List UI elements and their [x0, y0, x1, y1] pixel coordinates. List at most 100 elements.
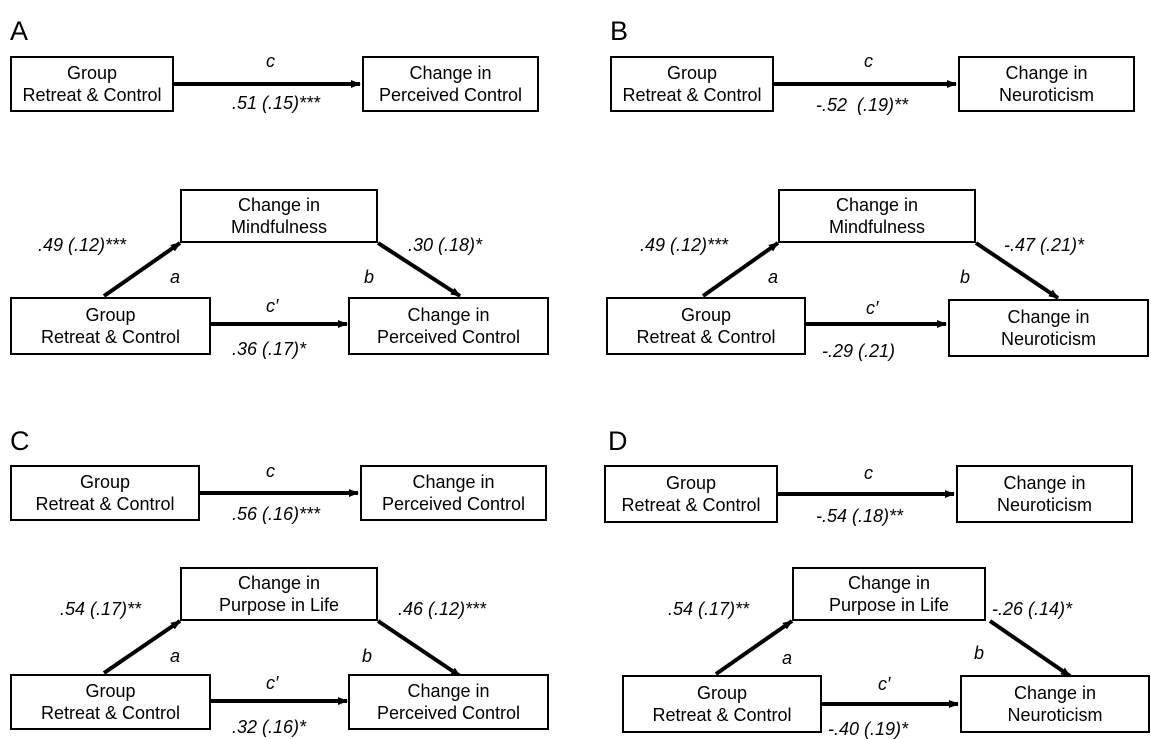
outcome-box: Change in Perceived Control: [348, 674, 549, 730]
box-line: Change in: [407, 681, 490, 701]
box-line: Group: [79, 472, 131, 492]
b-path-name: b: [362, 646, 373, 666]
panel-a: A Group Retreat & Control Change in Perc…: [0, 0, 575, 368]
box-line: Retreat & Control: [40, 703, 181, 723]
outcome-box: Change in Perceived Control: [360, 465, 547, 521]
mediator-box: Change in Mindfulness: [778, 189, 976, 243]
b-path-coef: -.47 (.21)*: [1004, 235, 1085, 255]
box-line: Group: [680, 305, 732, 325]
group-box: Group Retreat & Control: [10, 56, 174, 112]
box-line: Retreat & Control: [22, 85, 162, 105]
a-path-arrow: [102, 619, 182, 675]
group-box: Group Retreat & Control: [610, 56, 774, 112]
panel-label: C: [10, 426, 30, 456]
box-line: Perceived Control: [376, 703, 521, 723]
group-box: Group Retreat & Control: [10, 674, 211, 730]
mediator-box: Change in Purpose in Life: [792, 567, 986, 621]
direct-path-coef: .32 (.16)*: [232, 717, 307, 737]
box-line: Change in: [1003, 473, 1086, 493]
box-line: Group: [66, 63, 118, 83]
a-path-coef: .54 (.17)**: [60, 599, 142, 619]
box-line: Group: [666, 63, 718, 83]
box-line: Neuroticism: [1007, 705, 1103, 725]
a-path-name: a: [170, 267, 181, 287]
a-path-name: a: [170, 646, 181, 666]
box-line: Change in: [1007, 307, 1090, 327]
total-path-name: c: [864, 463, 873, 483]
panel-c-arrows: [102, 489, 462, 705]
direct-path-name: c′: [266, 673, 279, 693]
box-line: Mindfulness: [230, 217, 328, 237]
mediator-box: Change in Mindfulness: [180, 189, 378, 243]
box-line: Perceived Control: [376, 327, 521, 347]
panel-label: A: [10, 16, 29, 46]
box-line: Perceived Control: [378, 85, 523, 105]
direct-path-name: c′: [878, 674, 891, 694]
box-line: Retreat & Control: [40, 327, 181, 347]
direct-path-name: c′: [866, 298, 879, 318]
group-box: Group Retreat & Control: [606, 297, 806, 355]
b-path-arrow: [974, 241, 1060, 300]
b-path-coef: .30 (.18)*: [408, 235, 483, 255]
box-line: Neuroticism: [998, 85, 1095, 105]
total-path-coef: -.54 (.18)**: [816, 506, 904, 526]
direct-path-coef: -.29 (.21): [822, 341, 896, 361]
box-line: Change in: [412, 472, 495, 492]
b-path-arrow: [376, 619, 462, 678]
box-line: Group: [696, 683, 748, 703]
panel-d-arrows: [714, 490, 1072, 708]
box-line: Change in: [1005, 63, 1088, 83]
b-path-name: b: [960, 267, 971, 287]
b-path-name: b: [364, 267, 375, 287]
panel-b-arrows: [701, 80, 1060, 328]
panel-d: D Group Retreat & Control Change in Neur…: [600, 368, 1151, 739]
b-path-coef: .46 (.12)***: [398, 599, 487, 619]
box-line: Change in: [407, 305, 490, 325]
mediator-box: Change in Purpose in Life: [180, 567, 378, 621]
box-line: Change in: [409, 63, 492, 83]
panel-label: B: [610, 16, 629, 46]
box-line: Change in: [1013, 683, 1097, 703]
box-line: Retreat & Control: [621, 495, 761, 515]
total-path-coef: .51 (.15)***: [232, 93, 321, 113]
panel-b: B Group Retreat & Control Change in Neur…: [600, 0, 1151, 368]
box-line: Retreat & Control: [652, 705, 792, 725]
box-line: Purpose in Life: [828, 595, 950, 615]
a-path-name: a: [768, 267, 779, 287]
outcome-box: Change in Neuroticism: [958, 56, 1135, 112]
box-line: Group: [665, 473, 717, 493]
box-line: Neuroticism: [1000, 329, 1097, 349]
direct-path-coef: -.40 (.19)*: [828, 719, 909, 739]
box-line: Purpose in Life: [218, 595, 340, 615]
group-box: Group Retreat & Control: [604, 465, 778, 523]
b-path-arrow: [988, 619, 1072, 678]
box-line: Retreat & Control: [636, 327, 776, 347]
group-box: Group Retreat & Control: [622, 675, 822, 733]
total-path-name: c: [266, 461, 275, 481]
a-path-arrow: [701, 241, 780, 298]
box-line: Group: [85, 681, 136, 701]
a-path-arrow: [102, 241, 182, 298]
box-line: Neuroticism: [996, 495, 1093, 515]
direct-path-coef: .36 (.17)*: [232, 339, 307, 359]
box-line: Group: [85, 305, 136, 325]
a-path-coef: .49 (.12)***: [38, 235, 127, 255]
box-line: Mindfulness: [828, 217, 926, 237]
b-path-name: b: [974, 643, 985, 663]
a-path-coef: .54 (.17)**: [668, 599, 750, 619]
b-path-arrow: [376, 241, 462, 298]
outcome-box: Change in Perceived Control: [348, 297, 549, 355]
total-path-coef: -.52 (.19)**: [816, 95, 909, 115]
a-path-coef: .49 (.12)***: [640, 235, 729, 255]
outcome-box: Change in Perceived Control: [362, 56, 539, 112]
direct-path-name: c′: [266, 296, 279, 316]
panel-label: D: [608, 426, 628, 456]
box-line: Perceived Control: [381, 494, 526, 514]
box-line: Retreat & Control: [622, 85, 762, 105]
group-box: Group Retreat & Control: [10, 465, 200, 521]
a-path-arrow: [714, 619, 794, 676]
outcome-box: Change in Neuroticism: [960, 675, 1150, 733]
outcome-box: Change in Neuroticism: [956, 465, 1133, 523]
group-box: Group Retreat & Control: [10, 297, 211, 355]
panel-a-arrows: [102, 80, 462, 328]
